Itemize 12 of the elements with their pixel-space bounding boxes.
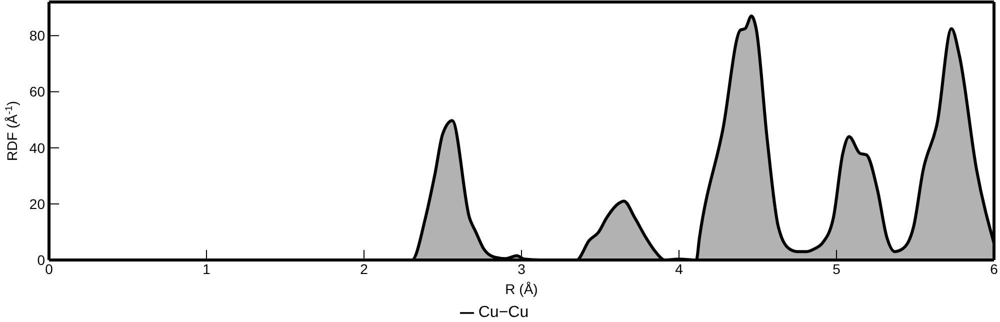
y-tick-label: 40 [29,140,46,156]
y-tick-label: 80 [29,28,46,44]
y-tick-label: 20 [29,196,46,212]
x-axis-title: R (Å) [505,281,538,297]
x-tick-label: 2 [360,261,368,277]
x-tick-label: 5 [832,261,841,277]
x-tick-label: 1 [202,261,211,277]
y-tick-label: 60 [29,84,46,100]
x-tick-label: 4 [675,261,684,277]
x-tick-label: 6 [990,261,998,277]
legend-label: Cu−Cu [478,304,529,321]
x-tick-label: 3 [518,261,526,277]
